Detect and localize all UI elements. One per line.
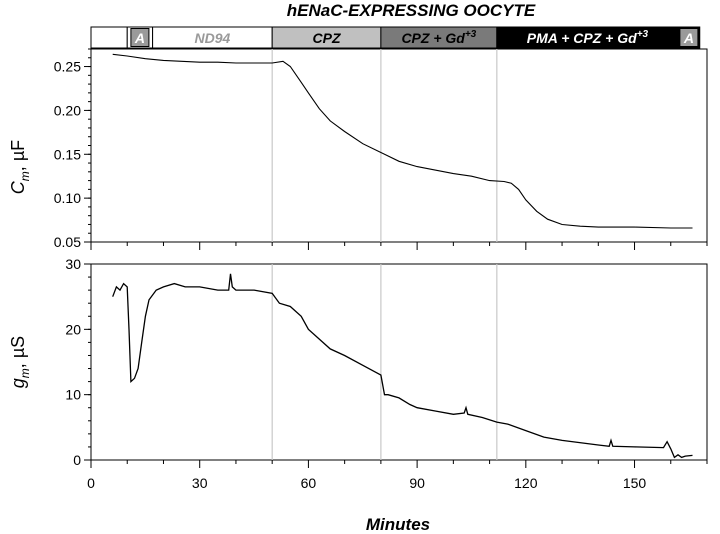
top-ylabel-sub: m <box>18 171 32 181</box>
treatment-label-5: PMA + CPZ + Gd+3 <box>527 29 649 46</box>
x-axis-label: Minutes <box>366 515 430 534</box>
gm-trace <box>112 273 693 459</box>
top-ytick-label-3: 0.20 <box>54 102 81 118</box>
top-ytick-label-2: 0.15 <box>54 146 81 162</box>
bottom-ytick-label-2: 20 <box>65 321 81 337</box>
chart-title: hENaC-EXPRESSING OOCYTE <box>287 1 536 20</box>
bottom-ylabel-base: g <box>8 378 28 388</box>
top-ylabel-base: C <box>8 180 28 194</box>
x-tick-label-5: 150 <box>623 475 647 491</box>
x-tick-label-4: 120 <box>514 475 538 491</box>
bottom-ylabel-unit: , µS <box>8 336 28 368</box>
treatment-label-2: ND94 <box>194 30 230 46</box>
top-ylabel-unit: , µF <box>8 140 28 171</box>
x-tick-label-1: 30 <box>192 475 208 491</box>
treatment-label-1: A <box>134 30 145 46</box>
bottom-ytick-label-1: 10 <box>65 387 81 403</box>
gm-axis-label: gm, µS <box>8 336 32 388</box>
x-tick-label-0: 0 <box>87 475 95 491</box>
cm-axis-label: Cm, µF <box>8 140 32 194</box>
treatment-label-6: A <box>683 30 694 46</box>
top-ytick-label-4: 0.25 <box>54 59 81 75</box>
treatment-bar: A ND94 CPZ CPZ + Gd+3 PMA + CPZ + Gd+3 A <box>90 26 701 49</box>
x-tick-label-3: 90 <box>409 475 425 491</box>
cm-panel: 0.05 0.10 0.15 0.20 0.25 Cm, µF <box>8 48 708 250</box>
x-tick-label-2: 60 <box>301 475 317 491</box>
treatment-box-1 <box>130 28 150 47</box>
treatment-label-4: CPZ + Gd+3 <box>401 29 476 46</box>
bottom-ytick-label-0: 0 <box>73 452 81 468</box>
treatment-label-3: CPZ <box>313 30 341 46</box>
cm-trace <box>112 53 693 229</box>
treatment-label-sup-5: +3 <box>637 29 649 40</box>
gm-plot-frame <box>90 263 708 461</box>
bottom-ytick-label-3: 30 <box>65 256 81 272</box>
treatment-box-6 <box>679 28 699 47</box>
treatment-label-sup-4: +3 <box>465 29 477 40</box>
top-ytick-label-0: 0.05 <box>54 234 81 250</box>
top-ytick-label-1: 0.10 <box>54 190 81 206</box>
cm-plot-frame <box>90 48 708 243</box>
bottom-ylabel-sub: m <box>18 368 32 378</box>
gm-panel: 0 10 20 30 0 30 60 90 120 150 gm, µS <box>8 256 708 491</box>
treatment-segment-0 <box>90 26 128 49</box>
